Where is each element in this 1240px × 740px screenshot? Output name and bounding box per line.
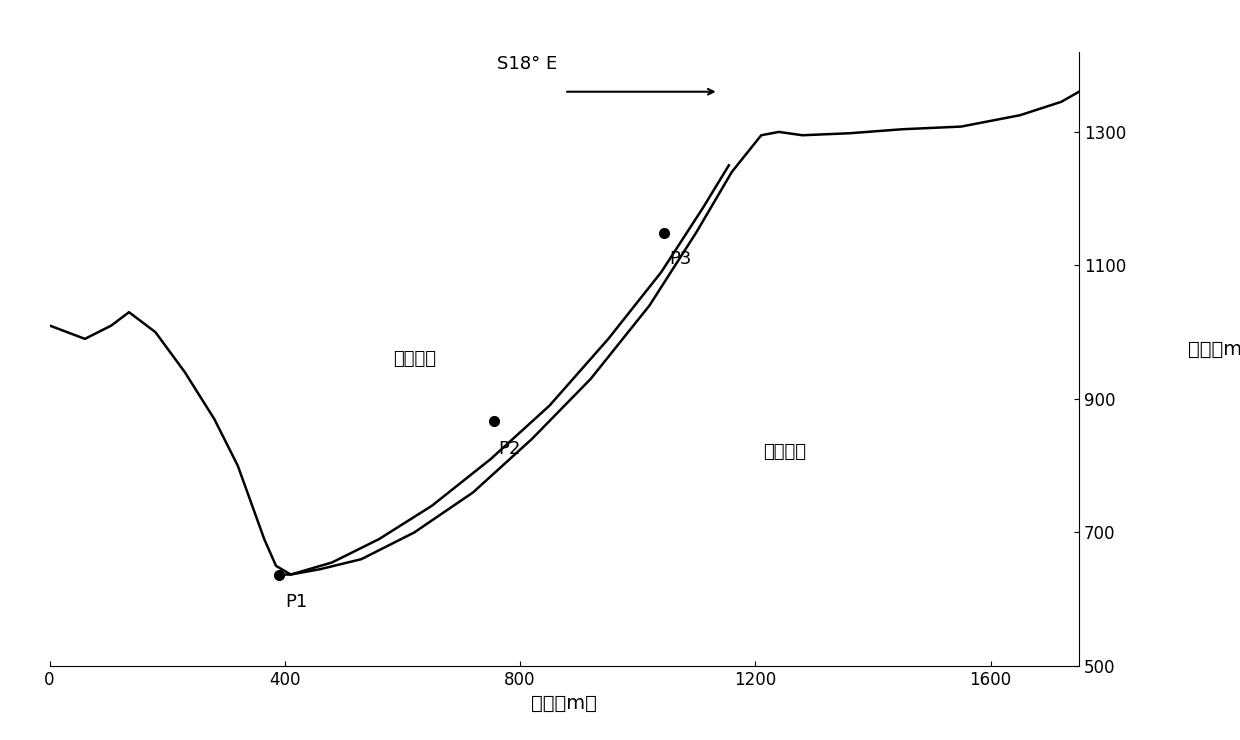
Text: 弱风化岩: 弱风化岩 (764, 443, 806, 461)
Y-axis label: 高度（m）: 高度（m） (1188, 340, 1240, 359)
Text: P3: P3 (668, 250, 691, 268)
Text: 强风化岩: 强风化岩 (393, 350, 435, 368)
X-axis label: 距离（m）: 距离（m） (531, 694, 598, 713)
Text: P2: P2 (498, 440, 521, 457)
Text: S18° E: S18° E (497, 56, 558, 73)
Text: P1: P1 (285, 593, 308, 611)
